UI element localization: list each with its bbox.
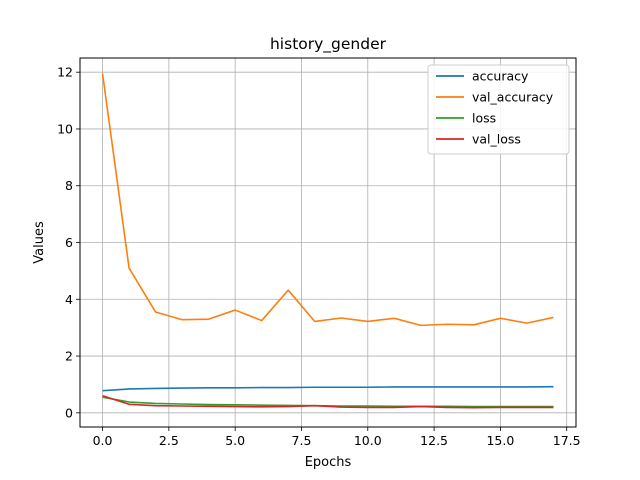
series-line-accuracy xyxy=(102,385,554,392)
x-tick-label: 12.5 xyxy=(420,433,448,448)
y-tick-label: 4 xyxy=(65,292,73,307)
y-tick-label: 0 xyxy=(65,405,73,420)
y-tick-label: 2 xyxy=(65,349,73,364)
x-tick-label: 5.0 xyxy=(225,433,245,448)
x-tick-label: 0.0 xyxy=(93,433,113,448)
y-axis-label: Values xyxy=(32,221,47,264)
chart-title: history_gender xyxy=(270,35,387,54)
legend-label: val_loss xyxy=(472,132,521,147)
legend-label: val_accuracy xyxy=(472,90,554,105)
legend-label: accuracy xyxy=(472,69,529,84)
y-tick-label: 8 xyxy=(65,178,73,193)
y-tick-label: 6 xyxy=(65,235,73,250)
x-axis: 0.0 2.5 5.0 7.5 10.0 12.5 15.0 17.5 xyxy=(93,427,581,448)
series-line-val-accuracy xyxy=(101,73,554,327)
x-tick-label: 15.0 xyxy=(486,433,514,448)
x-axis-label: Epochs xyxy=(305,455,352,470)
y-tick-label: 12 xyxy=(57,65,73,80)
legend-box xyxy=(427,64,570,155)
series-line-val-loss xyxy=(102,395,554,409)
x-tick-label: 2.5 xyxy=(159,433,179,448)
series-lines xyxy=(101,73,554,409)
y-tick-label: 10 xyxy=(57,121,73,136)
x-tick-label: 10.0 xyxy=(354,433,382,448)
y-axis: 0 2 4 6 8 10 12 xyxy=(57,65,80,420)
x-tick-label: 17.5 xyxy=(553,433,581,448)
legend-label: loss xyxy=(472,111,496,126)
x-tick-label: 7.5 xyxy=(292,433,312,448)
